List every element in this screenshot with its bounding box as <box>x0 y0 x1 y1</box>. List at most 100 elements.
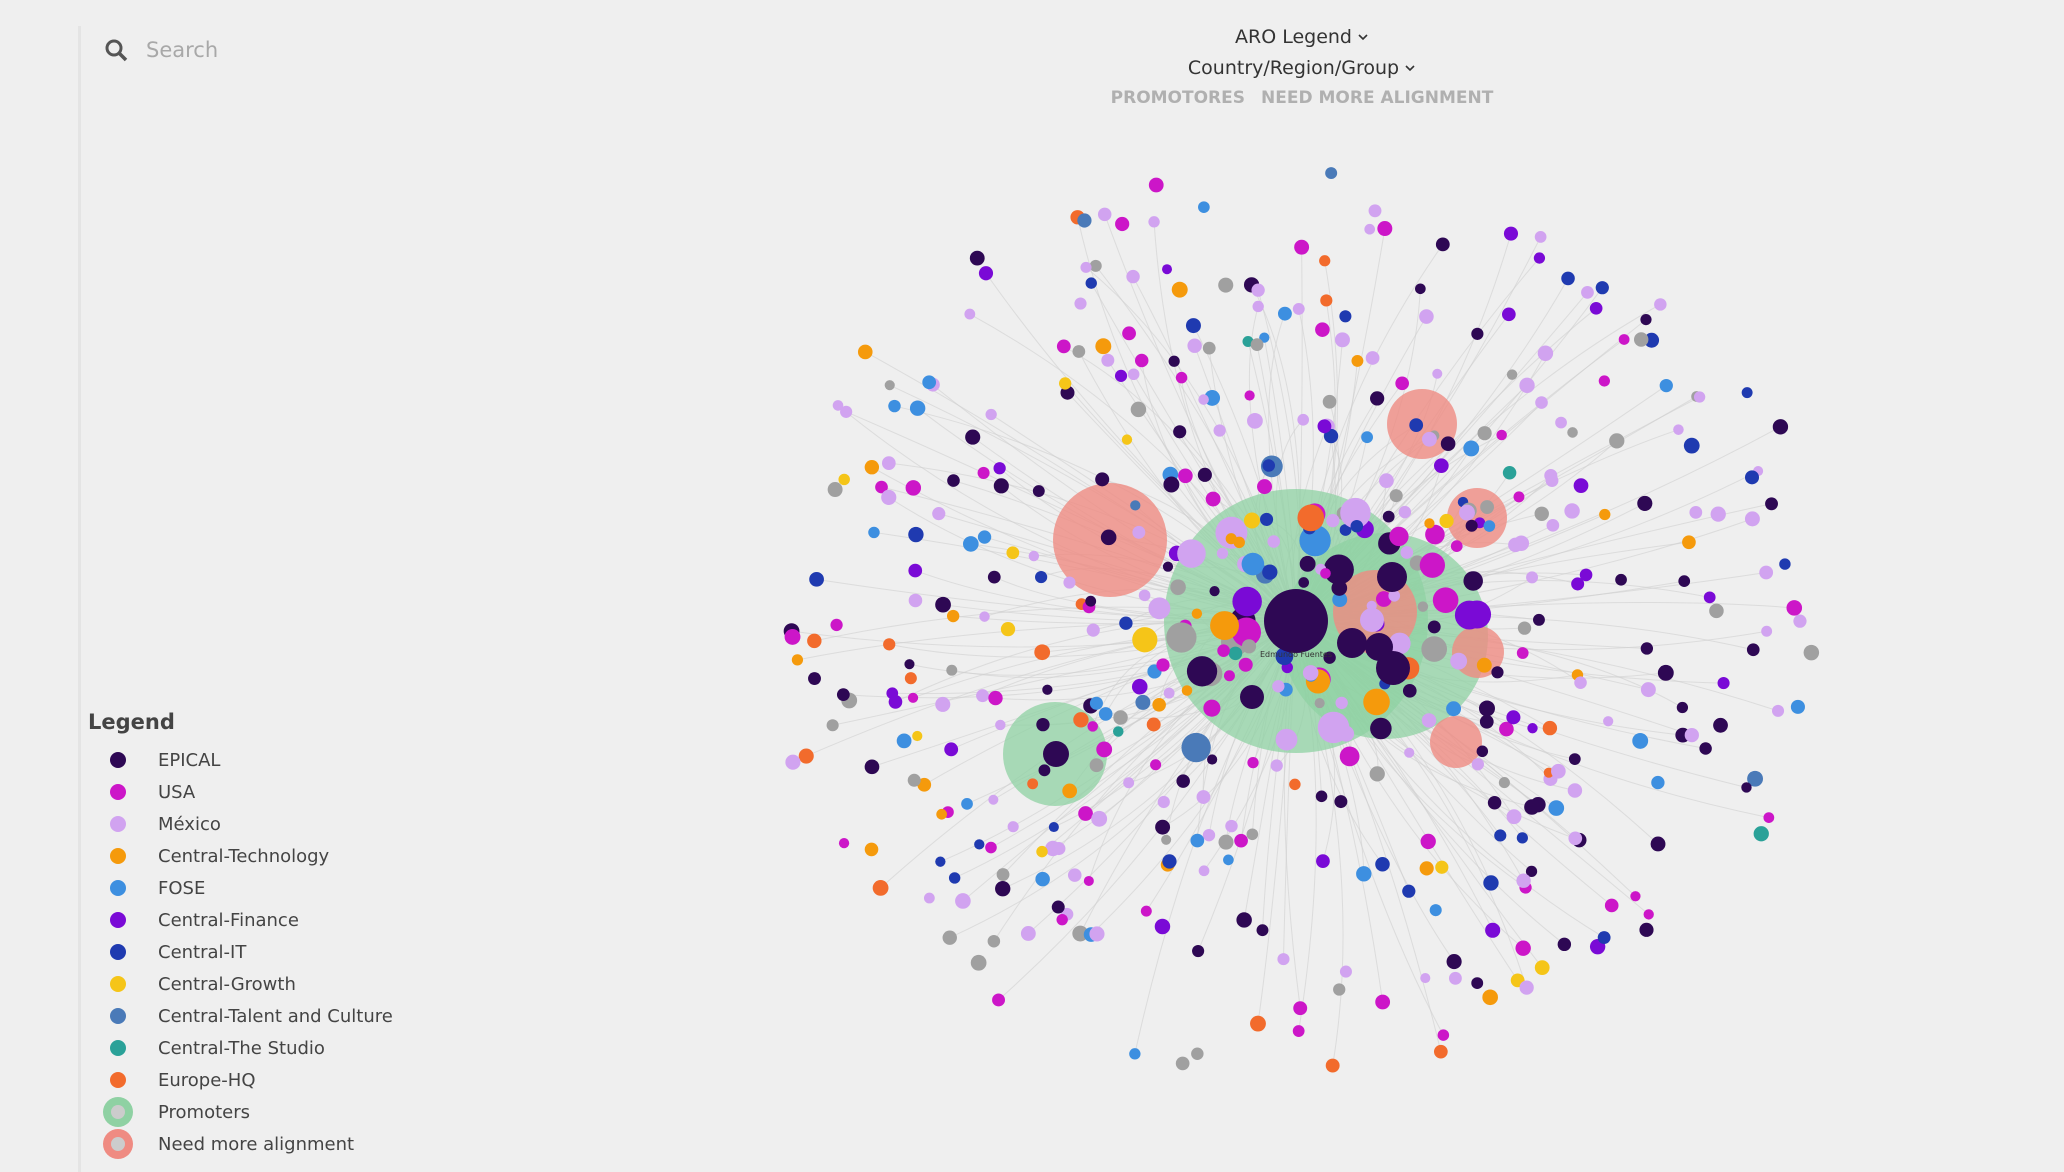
node <box>1148 597 1171 620</box>
alignment-cluster <box>1430 716 1482 768</box>
node <box>1485 922 1501 938</box>
node <box>1435 860 1449 874</box>
legend-item[interactable]: Central-Technology <box>88 840 393 872</box>
filter[interactable]: PROMOTORES <box>1110 88 1246 108</box>
node <box>1637 495 1653 511</box>
legend-item[interactable]: FOSE <box>88 872 393 904</box>
node <box>1146 717 1161 732</box>
node <box>1181 685 1193 696</box>
legend-item[interactable]: EPICAL <box>88 744 393 776</box>
menu-label: ARO Legend <box>1235 26 1352 48</box>
legend-item[interactable]: USA <box>88 776 393 808</box>
node <box>1089 758 1104 773</box>
node <box>840 405 853 418</box>
search-icon <box>105 39 128 62</box>
node <box>1190 833 1205 848</box>
node <box>1292 302 1305 315</box>
legend-item[interactable]: Central-Finance <box>88 904 393 936</box>
node <box>908 593 923 608</box>
node <box>995 880 1011 897</box>
node <box>1334 332 1350 348</box>
node <box>1425 524 1445 545</box>
node <box>1746 643 1760 657</box>
menu[interactable]: ARO Legend <box>1102 26 1502 48</box>
node <box>1127 368 1140 381</box>
node <box>1185 318 1201 334</box>
node <box>1363 688 1390 716</box>
legend-item[interactable]: Central-IT <box>88 936 393 968</box>
node <box>1056 339 1071 354</box>
node <box>1089 259 1102 272</box>
search-box[interactable]: Search <box>104 38 218 62</box>
node <box>1499 721 1514 737</box>
search-placeholder: Search <box>146 38 219 62</box>
node <box>1421 431 1437 447</box>
node <box>907 692 919 703</box>
node <box>1567 427 1578 438</box>
node <box>1790 699 1805 714</box>
node <box>1339 965 1352 978</box>
node <box>1289 778 1301 791</box>
node <box>1640 314 1652 326</box>
node <box>1377 562 1407 592</box>
header: ARO Legend Country/Region/Group PROMOTOR… <box>1102 26 1502 108</box>
menu[interactable]: Country/Region/Group <box>1102 57 1502 79</box>
node <box>935 696 951 712</box>
node <box>1316 854 1330 868</box>
node <box>1181 732 1211 763</box>
node <box>836 688 850 702</box>
node <box>1513 491 1525 503</box>
node <box>908 563 923 578</box>
legend-item[interactable]: Europe-HQ <box>88 1064 393 1096</box>
node <box>907 773 921 787</box>
legend-item[interactable]: México <box>88 808 393 840</box>
node <box>808 672 821 685</box>
legend-swatch <box>78 1127 158 1161</box>
node <box>1135 694 1151 710</box>
legend-item[interactable]: Central-Growth <box>88 968 393 1000</box>
node <box>1333 983 1346 996</box>
legend-item[interactable]: Central-Talent and Culture <box>88 1000 393 1032</box>
node <box>830 618 843 632</box>
node <box>1479 700 1495 717</box>
legend-label: EPICAL <box>158 749 221 771</box>
node <box>1595 281 1609 295</box>
node <box>1154 918 1171 935</box>
node <box>1028 550 1040 562</box>
node <box>1599 508 1611 521</box>
node <box>1260 512 1274 526</box>
node <box>969 250 985 266</box>
node <box>1535 396 1548 409</box>
node <box>1779 558 1791 570</box>
node <box>1036 845 1048 858</box>
legend: Legend EPICAL USA México Central-Technology… <box>88 710 393 1160</box>
node <box>1277 306 1292 321</box>
filter[interactable]: NEED MORE ALIGNMENT <box>1261 88 1494 108</box>
legend-item[interactable]: Central-The Studio <box>88 1032 393 1064</box>
node <box>1439 513 1454 529</box>
node <box>1377 221 1393 237</box>
node <box>1448 971 1462 985</box>
node <box>936 808 947 820</box>
node <box>942 930 957 945</box>
legend-item[interactable]: Promoters <box>88 1096 393 1128</box>
node <box>1020 926 1036 941</box>
node <box>1112 726 1124 737</box>
legend-item[interactable]: Need more alignment <box>88 1128 393 1160</box>
node <box>1315 322 1330 337</box>
node <box>1604 898 1619 913</box>
node <box>1429 904 1442 917</box>
legend-items: EPICAL USA México Central-Technology FOSE Cen… <box>88 744 393 1160</box>
node <box>1163 687 1175 699</box>
node <box>1421 713 1437 728</box>
node <box>932 507 946 521</box>
node <box>1609 433 1625 449</box>
nodes <box>783 167 1820 1073</box>
node <box>1477 426 1492 441</box>
node <box>1598 375 1610 387</box>
node <box>955 893 971 909</box>
swatch-icon <box>103 1097 133 1127</box>
node <box>1203 699 1221 717</box>
node <box>1545 474 1559 487</box>
